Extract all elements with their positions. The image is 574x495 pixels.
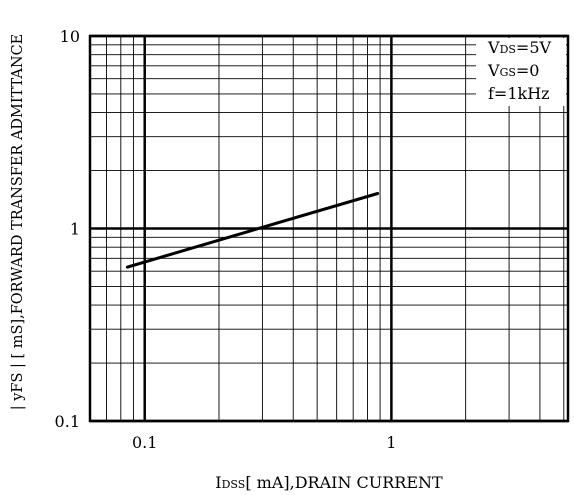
- y-tick-label-2: 0.1: [55, 412, 80, 431]
- series-layer: [125, 192, 380, 269]
- y-tick-label-0: 10: [60, 27, 80, 46]
- series-line-0: [125, 192, 380, 269]
- y-tick-label-1: 1: [70, 220, 80, 239]
- x-tick-labels: 0.1 1: [132, 433, 396, 452]
- condition-vds-value: =5V: [516, 38, 552, 57]
- condition-vgs: VGS=0: [487, 61, 539, 80]
- condition-vds: VDS=5V: [487, 38, 552, 57]
- y-tick-labels: 10 1 0.1: [55, 27, 80, 431]
- x-axis-label-sub: DSS: [222, 478, 246, 491]
- y-axis-label: | yFS | [ mS],FORWARD TRANSFER ADMITTANC…: [10, 34, 26, 411]
- x-tick-label-1: 1: [386, 433, 396, 452]
- condition-frequency: f=1kHz: [488, 84, 550, 103]
- condition-vgs-sub: GS: [500, 66, 516, 79]
- condition-vgs-value: =0: [516, 61, 540, 80]
- conditions-legend-box: [476, 38, 566, 106]
- x-axis-label: IDSS[ mA],DRAIN CURRENT: [215, 473, 443, 492]
- plot-frame: [88, 34, 570, 423]
- x-tick-label-0: 0.1: [132, 433, 157, 452]
- x-axis-label-rest: [ mA],DRAIN CURRENT: [245, 473, 443, 492]
- condition-vds-sub: DS: [500, 43, 516, 56]
